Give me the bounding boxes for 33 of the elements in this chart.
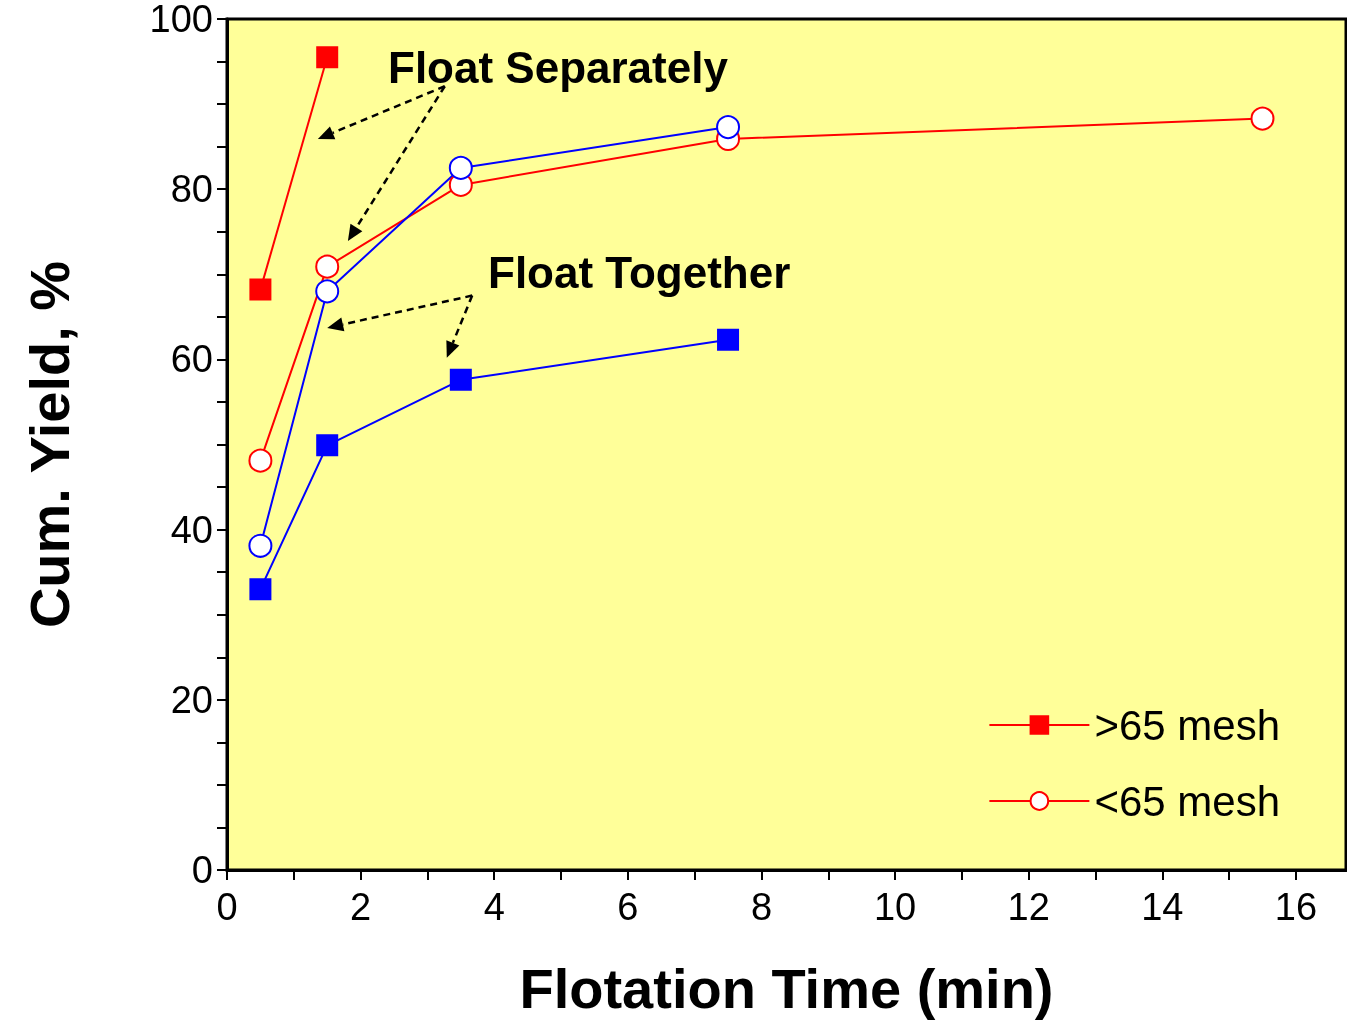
y-tick-label: 20 bbox=[170, 678, 213, 721]
point bbox=[248, 448, 273, 473]
x-tick-label: 2 bbox=[350, 886, 372, 928]
point bbox=[316, 434, 339, 457]
y-axis-title: Cum. Yield, % bbox=[17, 260, 81, 629]
annotation: Float Together bbox=[488, 247, 791, 297]
point bbox=[248, 533, 273, 558]
x-axis-title: Flotation Time (min) bbox=[519, 956, 1054, 1020]
legend-label: >65 mesh bbox=[1094, 701, 1281, 749]
point bbox=[448, 155, 473, 180]
point bbox=[716, 115, 741, 140]
y-tick-label: 60 bbox=[170, 338, 213, 381]
point bbox=[249, 278, 272, 301]
y-tick-label: 80 bbox=[170, 168, 213, 211]
point bbox=[249, 578, 272, 601]
annotation: Float Separately bbox=[388, 42, 729, 92]
x-tick-label: 14 bbox=[1141, 886, 1184, 928]
point bbox=[1250, 106, 1275, 131]
x-tick-label: 8 bbox=[750, 886, 773, 928]
x-tick-label: 4 bbox=[483, 886, 505, 928]
point bbox=[316, 46, 339, 69]
y-tick-label: 40 bbox=[170, 508, 213, 551]
legend-label: <65 mesh bbox=[1094, 777, 1281, 825]
x-tick-label: 12 bbox=[1007, 886, 1050, 928]
x-tick-label: 6 bbox=[617, 886, 639, 928]
point bbox=[315, 279, 340, 304]
point bbox=[315, 254, 340, 279]
point bbox=[449, 368, 472, 391]
y-tick-label: 0 bbox=[191, 849, 213, 891]
y-tick-label: 100 bbox=[149, 0, 213, 40]
x-tick-label: 16 bbox=[1274, 886, 1318, 928]
x-tick-label: 10 bbox=[873, 886, 917, 928]
point bbox=[717, 328, 740, 351]
